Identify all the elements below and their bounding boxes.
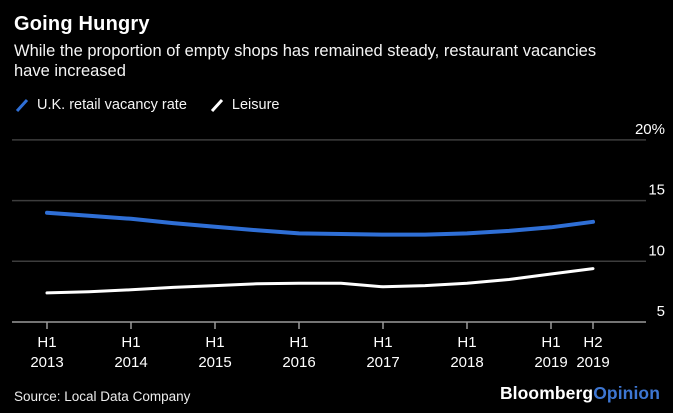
legend-item-uk-retail: U.K. retail vacancy rate [14,97,187,113]
logo-bloomberg: Bloomberg [499,383,594,403]
chart: 20% 15 10 5 H1 2013 H1 2014 H1 2015 H1 2016 H1 2017 H1… [12,121,665,371]
legend-label-leisure: Leisure [231,97,280,113]
x-tick-label: H1 2019 [534,334,567,371]
series-line-u-k-retail-vacancy-rate [45,210,595,237]
legend-item-leisure: Leisure [209,97,280,113]
y-tick-label: 5 [657,303,665,320]
x-tick-label: H2 2019 [576,334,609,371]
x-tick-label: H1 2016 [282,334,315,371]
y-tick-label: 15 [648,182,665,199]
y-tick-label: 10 [648,242,665,259]
chart-subtitle: While the proportion of empty shops has … [14,42,597,81]
plot-area: 20% 15 10 5 H1 2013 H1 2014 H1 2015 H1 2016 H1 2017 H1… [0,120,673,375]
blue-slash-icon [15,98,29,112]
chart-title: Going Hungry [14,13,150,35]
source-note: Source: Local Data Company [14,389,191,404]
logo-opinion: Opinion [593,383,660,403]
x-tick-label: H1 2017 [366,334,399,371]
x-tick-label: H1 2015 [198,334,231,371]
chart-header: Going Hungry While the proportion of emp… [14,13,654,81]
white-slash-icon [210,98,224,112]
legend: U.K. retail vacancy rate Leisure [14,97,279,113]
x-tick-label: H1 2014 [114,334,147,371]
x-tick-label: H1 2013 [30,334,63,371]
y-tick-label: 20% [635,121,665,138]
footer: Source: Local Data Company BloombergOpin… [14,383,660,404]
x-tick-label: H1 2018 [450,334,483,371]
bloomberg-opinion-logo: BloombergOpinion [500,383,660,404]
legend-label-uk-retail: U.K. retail vacancy rate [37,97,187,113]
series-line-leisure [45,267,595,295]
